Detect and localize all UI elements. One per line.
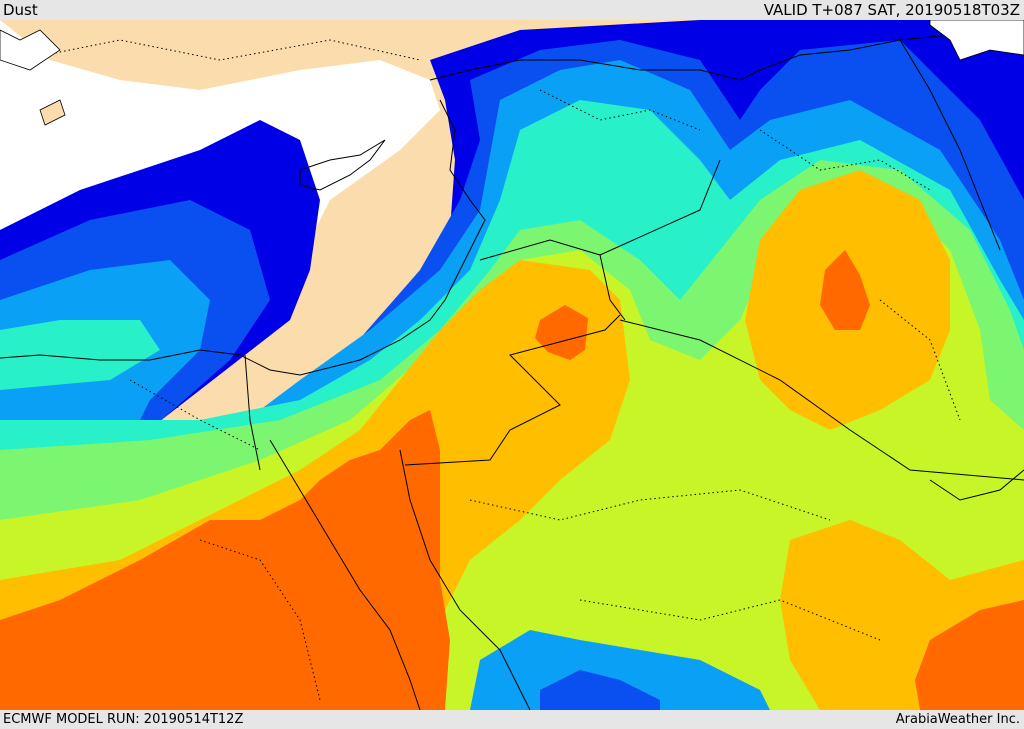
product-title: Dust [3, 1, 38, 19]
dust-level-8-iraq-area [820, 250, 870, 330]
internal-border-2 [199, 539, 321, 701]
dust-level-8-jordan-area [535, 305, 588, 360]
persian-gulf-coast [929, 469, 1024, 501]
internal-border-4 [579, 599, 881, 641]
coastline-levant [0, 99, 486, 376]
border-syria-iraq [599, 254, 626, 321]
valid-time: VALID T+087 SAT, 20190518T03Z [763, 1, 1020, 19]
dust-level-6-south-area [630, 550, 730, 610]
model-run: ECMWF MODEL RUN: 20190514T12Z [3, 712, 244, 727]
red-sea-coast-east [399, 449, 531, 710]
dust-forecast-map [0, 20, 1024, 710]
border-iran-iraq [899, 39, 1001, 251]
dust-level-8-area [0, 410, 450, 710]
red-sea-coast-west [269, 439, 421, 710]
border-egypt-libya [244, 354, 261, 471]
internal-border-6 [879, 299, 961, 421]
border-jordan-saudi [404, 314, 621, 466]
border-iraq-saudi [619, 319, 1024, 481]
credit: ArabiaWeather Inc. [895, 712, 1020, 727]
dust-level-2-south-area [540, 670, 660, 710]
rhodes-island [39, 99, 66, 126]
internal-border-7 [19, 39, 421, 61]
coastline-turkey [429, 29, 1001, 81]
cyprus-outline [299, 139, 386, 191]
header-bar: Dust VALID T+087 SAT, 20190518T03Z [0, 0, 1024, 20]
greek-islands [0, 29, 61, 71]
border-turkey-syria [479, 159, 721, 261]
internal-border-3 [469, 489, 831, 521]
internal-border-5 [759, 129, 931, 191]
caspian-coast [929, 20, 1024, 61]
internal-border-8 [539, 89, 701, 131]
footer-bar: ECMWF MODEL RUN: 20190514T12Z ArabiaWeat… [0, 710, 1024, 729]
dust-level-8-gulf-area [915, 600, 1024, 710]
